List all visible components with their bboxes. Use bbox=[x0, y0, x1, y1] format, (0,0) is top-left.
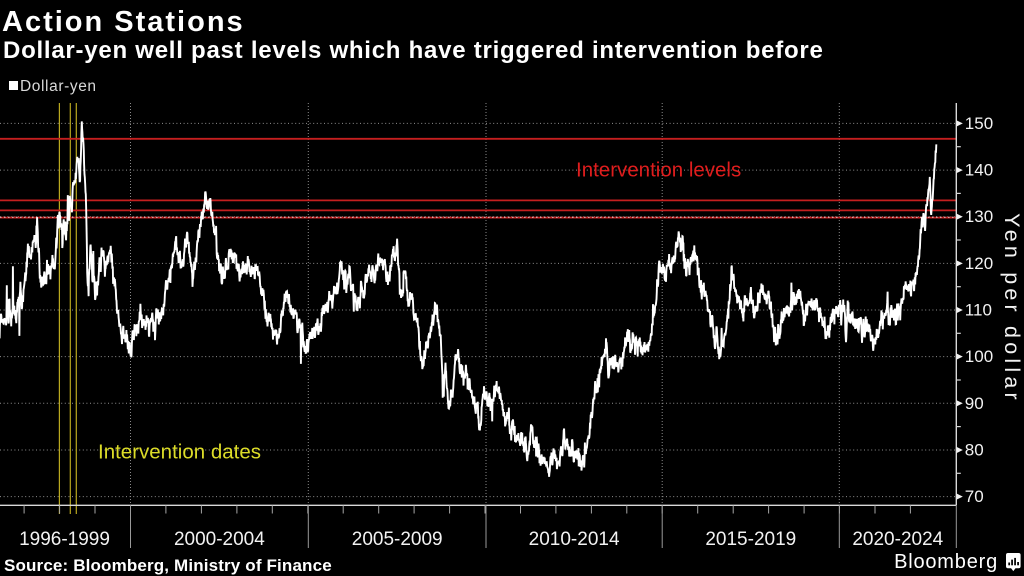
svg-text:110: 110 bbox=[965, 301, 992, 320]
svg-text:2005-2009: 2005-2009 bbox=[352, 529, 443, 550]
svg-text:Intervention levels: Intervention levels bbox=[576, 159, 741, 182]
svg-text:1996-1999: 1996-1999 bbox=[19, 529, 110, 550]
svg-text:140: 140 bbox=[965, 161, 993, 180]
svg-text:70: 70 bbox=[965, 487, 984, 506]
svg-text:100: 100 bbox=[965, 347, 993, 366]
svg-text:120: 120 bbox=[965, 254, 993, 273]
svg-text:2000-2004: 2000-2004 bbox=[174, 529, 265, 550]
svg-text:80: 80 bbox=[965, 441, 984, 460]
svg-text:90: 90 bbox=[965, 394, 984, 413]
svg-text:Intervention dates: Intervention dates bbox=[98, 441, 261, 464]
svg-text:130: 130 bbox=[965, 207, 993, 226]
svg-text:2020-2024: 2020-2024 bbox=[852, 529, 943, 550]
svg-text:2010-2014: 2010-2014 bbox=[529, 529, 620, 550]
svg-text:150: 150 bbox=[965, 114, 993, 133]
svg-text:Yen per dollar: Yen per dollar bbox=[1000, 213, 1024, 404]
svg-text:2015-2019: 2015-2019 bbox=[705, 529, 796, 550]
